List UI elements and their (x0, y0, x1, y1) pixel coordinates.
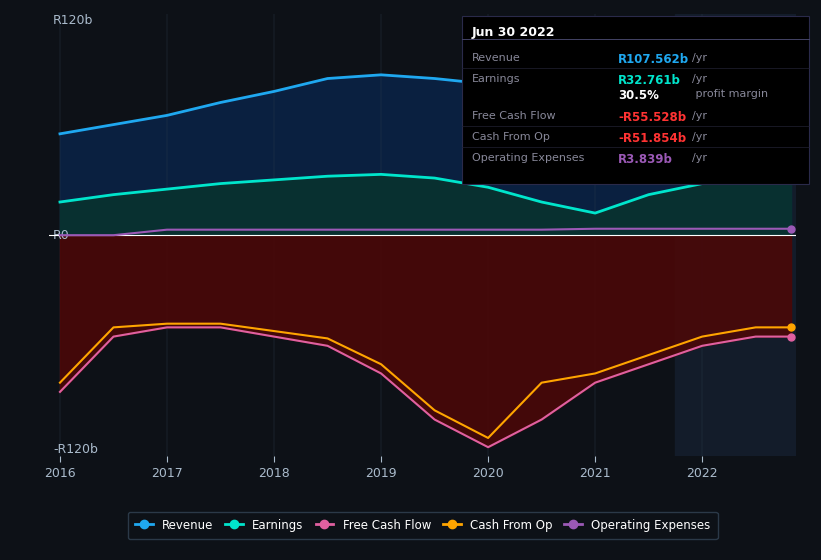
Text: profit margin: profit margin (692, 89, 768, 99)
Text: /yr: /yr (692, 132, 707, 142)
Text: -R120b: -R120b (53, 444, 98, 456)
Text: Revenue: Revenue (472, 53, 521, 63)
Text: /yr: /yr (692, 110, 707, 120)
Text: R0: R0 (53, 228, 70, 242)
Text: Earnings: Earnings (472, 74, 521, 84)
Text: R32.761b: R32.761b (618, 74, 681, 87)
Text: R120b: R120b (53, 14, 94, 27)
Text: Free Cash Flow: Free Cash Flow (472, 110, 556, 120)
Text: R107.562b: R107.562b (618, 53, 690, 66)
Text: Cash From Op: Cash From Op (472, 132, 550, 142)
Text: 30.5%: 30.5% (618, 89, 659, 102)
Text: Jun 30 2022: Jun 30 2022 (472, 26, 556, 39)
Text: R3.839b: R3.839b (618, 153, 673, 166)
Legend: Revenue, Earnings, Free Cash Flow, Cash From Op, Operating Expenses: Revenue, Earnings, Free Cash Flow, Cash … (128, 512, 718, 539)
Bar (676, 14, 802, 456)
Text: /yr: /yr (692, 74, 707, 84)
Text: Operating Expenses: Operating Expenses (472, 153, 585, 163)
Text: /yr: /yr (692, 153, 707, 163)
Text: -R51.854b: -R51.854b (618, 132, 686, 145)
Text: -R55.528b: -R55.528b (618, 110, 686, 124)
Text: /yr: /yr (692, 53, 707, 63)
